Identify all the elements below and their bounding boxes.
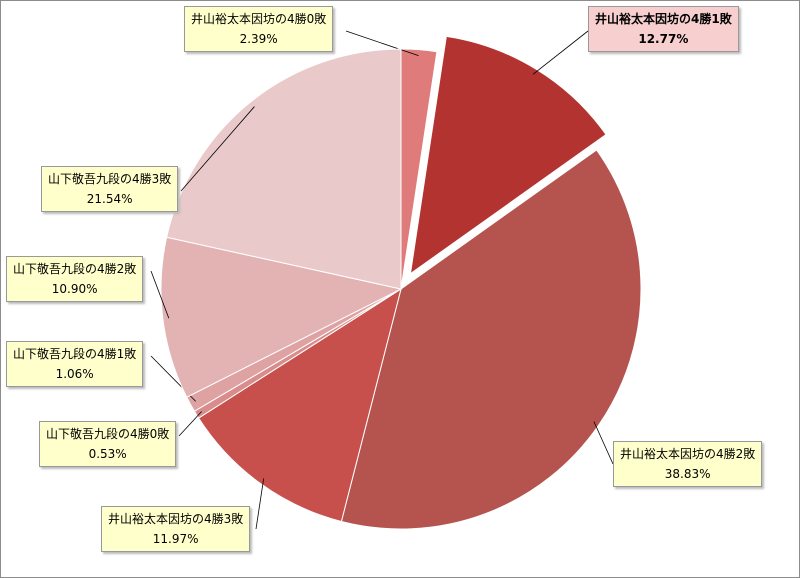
label-name: 井山裕太本因坊の4勝1敗 bbox=[595, 12, 732, 26]
label-name: 山下敬吾九段の4勝0敗 bbox=[46, 427, 170, 441]
label-name: 山下敬吾九段の4勝2敗 bbox=[13, 262, 137, 276]
label-name: 井山裕太本因坊の4勝3敗 bbox=[108, 512, 244, 526]
label-value: 10.90% bbox=[51, 282, 98, 296]
pie-slice bbox=[409, 35, 607, 275]
data-label: 山下敬吾九段の4勝3敗 21.54% bbox=[41, 166, 179, 212]
label-value: 0.53% bbox=[88, 447, 127, 461]
label-value: 38.83% bbox=[664, 467, 711, 481]
leader-line bbox=[150, 270, 170, 319]
label-value: 11.97% bbox=[152, 532, 199, 546]
label-name: 山下敬吾九段の4勝3敗 bbox=[48, 172, 172, 186]
pie-slice bbox=[197, 287, 402, 523]
data-label: 井山裕太本因坊の4勝2敗 38.83% bbox=[613, 441, 763, 487]
data-label: 井山裕太本因坊の4勝0敗 2.39% bbox=[184, 6, 334, 52]
leader-line bbox=[345, 30, 419, 57]
leader-line bbox=[178, 411, 202, 437]
label-value: 21.54% bbox=[86, 192, 133, 206]
label-name: 井山裕太本因坊の4勝2敗 bbox=[620, 447, 756, 461]
data-label: 山下敬吾九段の4勝1敗 1.06% bbox=[6, 341, 144, 387]
data-label: 山下敬吾九段の4勝0敗 0.53% bbox=[39, 421, 177, 467]
pie-slice bbox=[340, 149, 642, 530]
label-value: 2.39% bbox=[239, 32, 278, 46]
pie-slice bbox=[160, 236, 403, 398]
label-value: 1.06% bbox=[55, 367, 94, 381]
leader-line bbox=[255, 478, 265, 530]
label-name: 山下敬吾九段の4勝1敗 bbox=[13, 347, 137, 361]
data-label: 井山裕太本因坊の4勝3敗 11.97% bbox=[101, 506, 251, 552]
label-value: 12.77% bbox=[638, 32, 689, 46]
data-label: 井山裕太本因坊の4勝1敗 12.77% bbox=[588, 6, 739, 52]
leader-line bbox=[180, 106, 255, 192]
leader-line bbox=[593, 421, 614, 465]
label-name: 井山裕太本因坊の4勝0敗 bbox=[191, 12, 327, 26]
data-label: 山下敬吾九段の4勝2敗 10.90% bbox=[6, 256, 144, 302]
leader-line bbox=[532, 30, 589, 75]
